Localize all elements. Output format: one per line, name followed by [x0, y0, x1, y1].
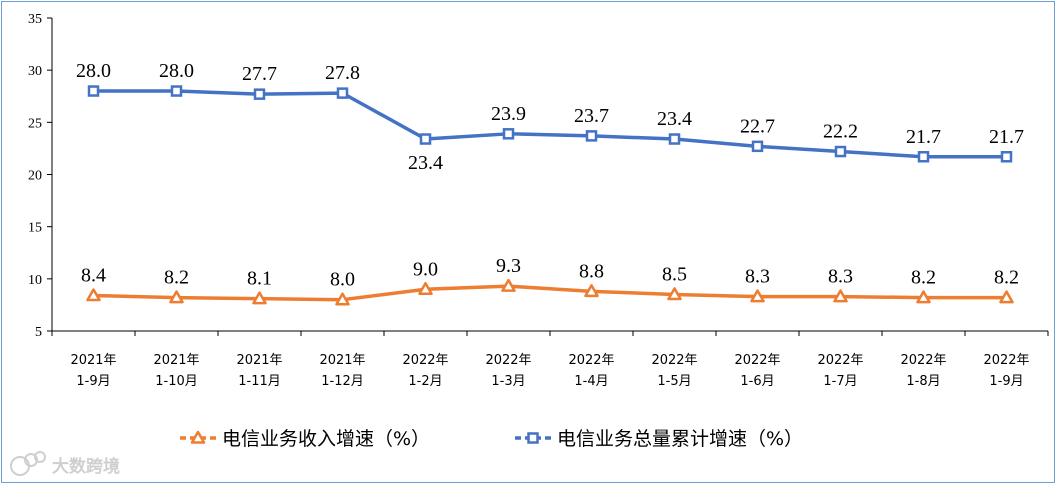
series-revenue-growth: 8.4 8.2 8.1 8.0 9.0 9.3 8.8 8.5 8.3 8.3 8.2 8.2 [81, 255, 1019, 306]
data-label: 23.7 [574, 105, 609, 127]
watermark-logo-icon [10, 451, 46, 476]
x-tick-label: 1-2月 [408, 374, 442, 389]
data-label: 23.4 [408, 152, 443, 174]
data-point-marker [252, 291, 267, 305]
data-point-marker [87, 85, 100, 97]
data-point-marker [502, 128, 515, 140]
data-label: 21.7 [989, 126, 1024, 148]
chart-series: 8.4 8.2 8.1 8.0 9.0 9.3 8.8 8.5 8.3 8.3 8.2 8.2 28.0… [76, 60, 1024, 306]
data-point-marker [336, 87, 349, 99]
y-tick-label: 30 [28, 64, 42, 79]
x-tick-label: 1-8月 [906, 374, 940, 389]
data-point-marker [751, 140, 764, 153]
x-tick-label: 1-11月 [238, 374, 281, 389]
x-tick-label: 1-10月 [155, 374, 198, 389]
watermark-text: 大数跨境 [52, 456, 120, 477]
x-tick-label: 2022年 [651, 353, 697, 368]
x-tick-label: 1-12月 [321, 374, 364, 389]
chart-legend: 电信业务收入增速（%） 电信业务总量累计增速（%） [180, 428, 803, 450]
data-point-marker [335, 292, 350, 306]
data-point-marker [585, 130, 598, 142]
data-label: 9.0 [413, 258, 438, 280]
data-label: 8.2 [994, 267, 1019, 289]
data-label: 8.3 [745, 266, 770, 288]
data-point-marker [501, 278, 516, 292]
data-label: 22.2 [823, 121, 858, 143]
data-point-marker [86, 288, 101, 302]
x-tick-label: 2022年 [402, 353, 448, 368]
data-label: 21.7 [906, 126, 941, 148]
x-axis-labels: 2021年 1-9月 2021年 1-10月 2021年 1-11月 2021年 1-12月 2… [70, 353, 1029, 389]
series-line [91, 89, 1009, 159]
x-tick-label: 1-9月 [989, 374, 1023, 389]
x-tick-label: 2022年 [568, 353, 614, 368]
legend-item: 电信业务总量累计增速（%） [515, 428, 803, 450]
data-point-marker [667, 287, 682, 301]
x-tick-label: 2022年 [817, 353, 863, 368]
data-point-marker [833, 289, 848, 303]
data-label: 8.2 [911, 267, 936, 289]
data-point-marker [419, 133, 432, 145]
x-tick-label: 1-3月 [491, 374, 525, 389]
x-tick-label: 2022年 [485, 353, 531, 368]
x-tick-label: 1-9月 [76, 374, 110, 389]
data-point-marker [916, 290, 931, 304]
data-point-marker [169, 290, 184, 304]
data-point-marker [1000, 151, 1013, 163]
x-tick-label: 1-6月 [740, 374, 774, 389]
series-line [91, 284, 1009, 302]
y-axis-ticks: 5 10 15 20 25 30 35 [28, 12, 52, 340]
legend-item: 电信业务收入增速（%） [180, 428, 430, 450]
x-tick-label: 2021年 [319, 353, 365, 368]
x-tick-label: 2022年 [734, 353, 780, 368]
x-tick-label: 1-4月 [574, 374, 608, 389]
y-tick-label: 20 [28, 169, 42, 184]
data-point-marker [750, 289, 765, 303]
x-tick-label: 2022年 [983, 353, 1029, 368]
data-point-marker [253, 88, 266, 100]
x-tick-label: 2021年 [153, 353, 199, 368]
data-label: 22.7 [740, 115, 775, 137]
data-point-marker [418, 282, 433, 296]
data-point-marker [170, 85, 183, 97]
data-label: 9.3 [496, 255, 521, 277]
y-tick-label: 15 [28, 221, 42, 236]
data-point-marker [527, 432, 539, 444]
data-point-marker [834, 145, 847, 158]
data-label: 23.9 [491, 103, 526, 125]
data-label: 8.5 [662, 263, 687, 285]
x-tick-label: 1-7月 [823, 374, 857, 389]
data-point-marker [668, 133, 681, 145]
data-label: 8.3 [828, 266, 853, 288]
y-tick-label: 35 [28, 12, 42, 27]
y-tick-label: 5 [35, 325, 42, 340]
data-point-marker [917, 151, 930, 163]
data-label: 28.0 [159, 60, 194, 82]
data-label: 8.8 [579, 260, 604, 282]
data-label: 27.7 [242, 63, 277, 85]
x-tick-label: 2022年 [900, 353, 946, 368]
legend-label: 电信业务总量累计增速（%） [557, 428, 803, 450]
data-point-marker [999, 290, 1014, 304]
series-volume-growth: 28.0 28.0 27.7 27.8 23.4 23.9 23.7 23.4 22.7 22.2… [76, 60, 1024, 174]
x-tick-label: 2021年 [70, 353, 116, 368]
legend-label: 电信业务收入增速（%） [222, 428, 430, 450]
data-label: 8.2 [164, 267, 189, 289]
x-tick-label: 1-5月 [657, 374, 691, 389]
watermark: 大数跨境 [10, 451, 120, 477]
x-tick-label: 2021年 [236, 353, 282, 368]
data-point-marker [584, 284, 599, 298]
y-tick-label: 10 [28, 273, 42, 288]
y-tick-label: 25 [28, 116, 42, 131]
data-label: 27.8 [325, 62, 360, 84]
data-point-marker [190, 430, 206, 444]
data-label: 8.4 [81, 265, 106, 287]
data-label: 8.1 [247, 268, 272, 290]
data-label: 28.0 [76, 60, 111, 82]
data-label: 23.4 [657, 108, 692, 130]
data-label: 8.0 [330, 269, 355, 291]
